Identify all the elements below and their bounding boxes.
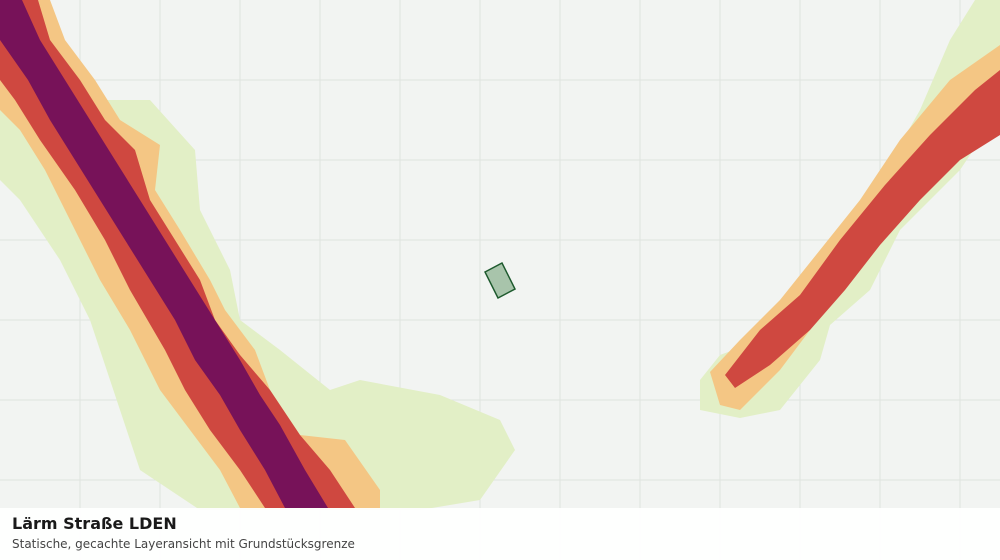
noise-band-left xyxy=(0,0,1000,510)
layer-subtitle: Statische, gecachte Layeransicht mit Gru… xyxy=(12,537,355,551)
legend-panel: Lärm Straße LDEN Statische, gecachte Lay… xyxy=(0,508,1000,560)
parcel[interactable] xyxy=(484,261,516,300)
layer-title: Lärm Straße LDEN xyxy=(12,514,177,533)
